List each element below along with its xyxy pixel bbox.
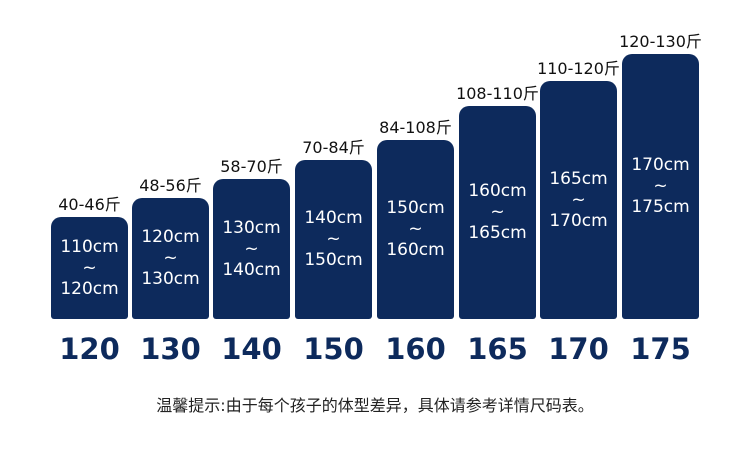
height-from: 120cm — [141, 227, 200, 247]
note: 温馨提示:由于每个孩子的体型差异，具体请参考详情尺码表。 — [156, 396, 594, 415]
size-label: 175 — [630, 332, 691, 366]
size-bar: 140cm ~150cm — [295, 160, 372, 319]
size-label: 160 — [385, 332, 446, 366]
size-label: 130 — [140, 332, 201, 366]
size-label: 165 — [467, 332, 528, 366]
size-bar: 160cm ~165cm — [459, 106, 536, 319]
weight-label: 58-70斤 — [220, 157, 283, 176]
size-label: 170 — [548, 332, 609, 366]
size-bar: 110cm ~120cm — [51, 217, 128, 319]
weight-label: 108-110斤 — [456, 84, 539, 103]
weight-label: 84-108斤 — [379, 118, 452, 137]
separator: ~ — [326, 229, 341, 249]
size-bar: 170cm ~175cm — [622, 54, 699, 319]
weight-label: 70-84斤 — [302, 138, 365, 157]
separator: ~ — [490, 202, 505, 222]
height-to: 175cm — [631, 197, 690, 217]
size-bar: 150cm ~160cm — [377, 140, 454, 319]
size-bar: 120cm ~130cm — [132, 198, 209, 319]
separator: ~ — [571, 189, 586, 210]
height-to: 165cm — [468, 223, 527, 243]
size-bar: 130cm ~140cm — [213, 179, 290, 319]
separator: ~ — [408, 219, 423, 239]
height-to: 120cm — [60, 278, 119, 299]
weight-label: 40-46斤 — [58, 195, 121, 214]
height-from: 150cm — [386, 198, 445, 218]
height-to: 140cm — [222, 259, 281, 280]
size-label: 120 — [59, 332, 120, 366]
height-from: 140cm — [304, 208, 363, 228]
height-from: 110cm — [60, 236, 119, 257]
separator: ~ — [244, 238, 259, 259]
size-label: 140 — [221, 332, 282, 366]
size-bar: 165cm ~170cm — [540, 81, 617, 319]
height-to: 150cm — [304, 250, 363, 270]
separator: ~ — [163, 248, 178, 268]
height-from: 165cm — [549, 168, 608, 189]
height-from: 160cm — [468, 181, 527, 201]
weight-label: 120-130斤 — [619, 32, 702, 51]
weight-label: 110-120斤 — [537, 59, 620, 78]
height-from: 170cm — [631, 155, 690, 175]
height-to: 130cm — [141, 269, 200, 289]
height-from: 130cm — [222, 217, 281, 238]
height-to: 170cm — [549, 210, 608, 231]
height-to: 160cm — [386, 240, 445, 260]
separator: ~ — [653, 176, 668, 196]
separator: ~ — [82, 257, 97, 278]
weight-label: 48-56斤 — [139, 176, 202, 195]
size-label: 150 — [303, 332, 364, 366]
